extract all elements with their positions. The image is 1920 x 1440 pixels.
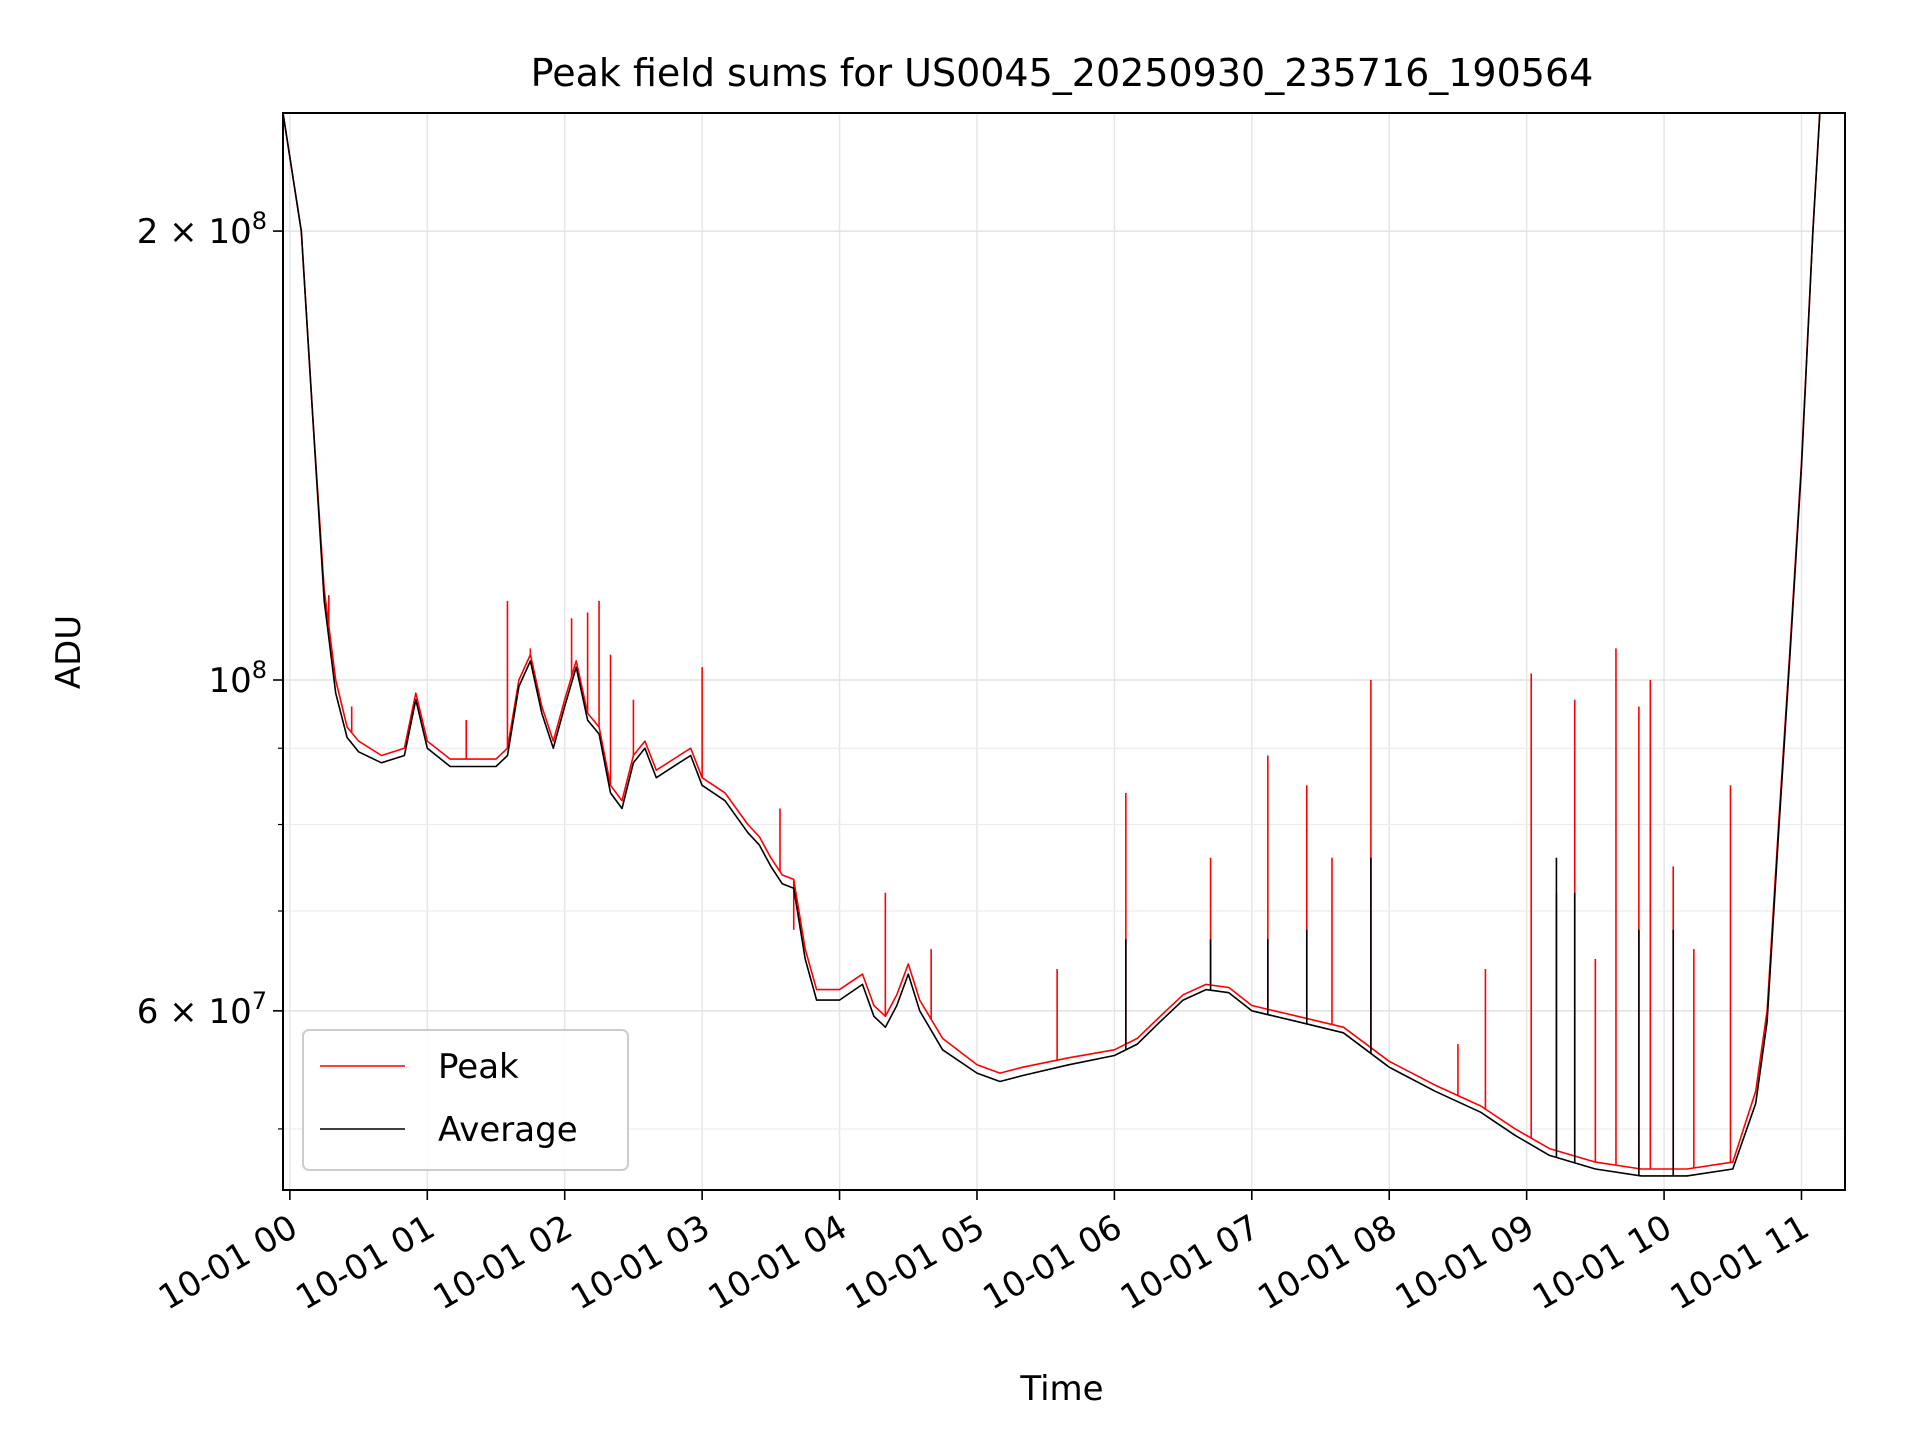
legend-box <box>302 1029 629 1171</box>
y-axis-label: ADU <box>49 615 89 689</box>
x-tick-label: 10-01 10 <box>1526 1207 1678 1318</box>
y-tick-label: 108 <box>208 656 267 701</box>
x-tick-label: 10-01 04 <box>702 1207 854 1318</box>
x-tick-label: 10-01 08 <box>1251 1207 1403 1318</box>
grid-lines <box>283 113 1845 1190</box>
plot-frame <box>282 112 1846 1191</box>
x-tick-label: 10-01 00 <box>152 1207 304 1318</box>
series-layer <box>282 112 1845 1177</box>
legend-label-peak: Peak <box>438 1047 519 1087</box>
x-tick-label: 10-01 03 <box>564 1207 716 1318</box>
x-tick-label: 10-01 01 <box>289 1207 441 1318</box>
x-tick-label: 10-01 02 <box>427 1207 579 1318</box>
series-average <box>282 112 1845 1177</box>
x-tick-label: 10-01 09 <box>1389 1207 1541 1318</box>
x-axis-label: Time <box>1019 1369 1103 1409</box>
x-tick-label: 10-01 05 <box>839 1207 991 1318</box>
legend: Peak Average <box>302 1029 629 1171</box>
series-line-peak <box>282 112 1845 1170</box>
y-tick-label: 2 × 108 <box>137 207 267 252</box>
series-line-average <box>282 112 1845 1177</box>
y-tick-label: 6 × 107 <box>137 987 267 1032</box>
legend-label-average: Average <box>438 1110 578 1150</box>
x-tick-label: 10-01 07 <box>1114 1207 1266 1318</box>
chart-title: Peak field sums for US0045_20250930_2357… <box>531 51 1594 95</box>
x-tick-label: 10-01 06 <box>976 1207 1128 1318</box>
x-tick-label: 10-01 11 <box>1664 1207 1816 1318</box>
